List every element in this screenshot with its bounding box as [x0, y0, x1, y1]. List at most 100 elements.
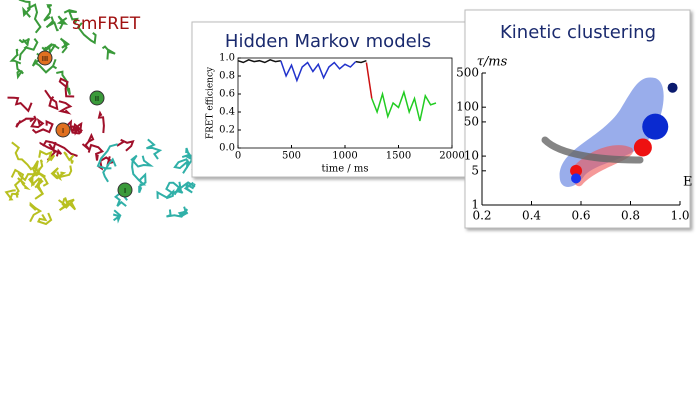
strand: [166, 208, 189, 218]
marker-label: III: [42, 55, 48, 63]
x-tick-label: 0.8: [621, 209, 640, 223]
x-tick-label: 0: [235, 151, 241, 162]
strand: [58, 77, 75, 98]
strand: [44, 89, 59, 111]
strand: [97, 110, 105, 134]
strand: [112, 209, 122, 224]
strand: [11, 141, 33, 171]
marker: [37, 50, 53, 66]
strand: [81, 132, 95, 152]
strand: [26, 3, 42, 34]
trace: [365, 62, 373, 99]
marker: [89, 90, 105, 106]
cluster-point: [642, 113, 669, 140]
strand: [58, 100, 73, 115]
smfret-title: smFRET: [72, 14, 141, 34]
strand: [18, 37, 39, 61]
cluster-point: [633, 138, 652, 157]
y-axis-label: FRET efficiency: [206, 66, 216, 139]
strand: [101, 45, 116, 60]
y-tick-label: 0.0: [219, 143, 235, 154]
trace: [237, 58, 367, 64]
strand: [63, 9, 79, 25]
strand: [61, 198, 77, 211]
strand: [13, 177, 26, 198]
trace: [280, 60, 357, 83]
x-axis-label: time / ms: [322, 164, 369, 175]
strand: [45, 16, 59, 32]
strand: [4, 189, 19, 201]
strand: [42, 139, 78, 157]
strand: [71, 121, 83, 136]
x-tick-label: 0.6: [571, 209, 590, 223]
strand: [31, 167, 46, 178]
strand: [36, 212, 53, 226]
strand: [10, 168, 31, 191]
y-tick-label: 10: [464, 149, 479, 163]
x-tick-label: 500: [282, 151, 301, 162]
x-tick-label: 1.0: [670, 209, 689, 223]
marker: [55, 122, 71, 138]
strand: [56, 15, 69, 30]
y-tick-label: 0.8: [219, 71, 235, 82]
strand: [76, 22, 97, 45]
strand: [31, 165, 44, 189]
strand: [18, 38, 30, 47]
kinetic-decor: [541, 77, 664, 187]
y-tick-label: 0.6: [219, 89, 235, 100]
strand: [43, 4, 53, 22]
strand: [102, 157, 117, 183]
strand: [63, 151, 75, 164]
strand: [130, 154, 154, 168]
x-tick-label: 2000: [439, 151, 464, 162]
trace: [371, 89, 437, 122]
strand: [173, 181, 196, 196]
strand: [46, 141, 57, 161]
chart-title: Hidden Markov models: [225, 31, 431, 52]
cluster-point: [570, 164, 583, 177]
strand: [183, 181, 196, 194]
strand: [15, 117, 37, 128]
strand: [146, 138, 163, 160]
strand: [30, 115, 45, 129]
y-tick-label: 5: [471, 163, 479, 177]
y-tick-label: 500: [456, 66, 479, 80]
strand: [173, 158, 191, 170]
cluster-point: [667, 82, 678, 93]
y-tick-label: 1.0: [219, 53, 235, 64]
strand: [7, 96, 33, 113]
y-tick-label: 100: [456, 100, 479, 114]
y-tick-label: 1: [471, 198, 479, 212]
x-axis-label: E: [683, 175, 693, 190]
y-axis-label: τ/ms: [477, 55, 508, 70]
strand: [50, 167, 62, 182]
cluster-point: [571, 173, 582, 184]
strand: [38, 149, 56, 164]
y-tick-label: 0.2: [219, 125, 235, 136]
y-tick-label: 0.4: [219, 107, 235, 118]
marker-label: I: [62, 127, 64, 135]
strand: [41, 42, 57, 55]
marker-label: I: [124, 187, 126, 195]
strand: [56, 165, 73, 179]
hmm-chart: Hidden Markov models 0.0 0.2 0.4 0.6 0.8 1.0 0 5…: [206, 31, 465, 175]
strand: [29, 201, 43, 223]
strand: [31, 119, 54, 134]
strand: [18, 0, 31, 18]
strand: [177, 206, 189, 218]
strand: [15, 62, 24, 80]
y-tick-label: 50: [464, 114, 479, 128]
marker: [117, 182, 133, 198]
strand: [59, 37, 71, 54]
marker-label: II: [95, 95, 99, 103]
strand: [138, 172, 147, 193]
strand: [116, 138, 135, 152]
strand: [33, 58, 58, 74]
x-tick-label: 0.2: [472, 209, 491, 223]
strand: [156, 188, 175, 200]
hmm-panel: [191, 21, 466, 178]
chart-title: Kinetic clustering: [500, 22, 656, 43]
